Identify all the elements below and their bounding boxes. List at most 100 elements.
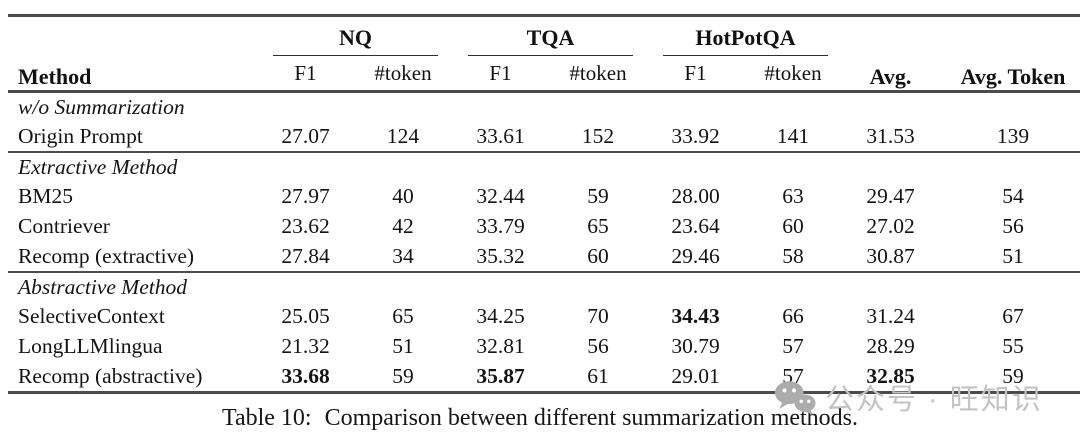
value-cell: 63 xyxy=(782,183,804,208)
value-cell: 58 xyxy=(782,243,804,268)
value-cell: 23.64 xyxy=(671,213,720,238)
method-cell: Recomp (extractive) xyxy=(18,243,195,268)
value-cell: 31.24 xyxy=(866,303,915,328)
value-cell: 23.62 xyxy=(281,213,330,238)
value-cell: 34.25 xyxy=(476,303,525,328)
table-row: BM25 27.97 40 32.44 59 28.00 63 29.47 54 xyxy=(8,181,1080,211)
table-row: Recomp (extractive) 27.84 34 35.32 60 29.46 58… xyxy=(8,241,1080,272)
value-cell: 67 xyxy=(1002,303,1024,328)
value-cell: 34 xyxy=(392,243,414,268)
table-row: LongLLMlingua 21.32 51 32.81 56 30.79 57 28.29 5… xyxy=(8,331,1080,361)
value-cell: 34.43 xyxy=(671,303,720,328)
value-cell: 66 xyxy=(782,303,804,328)
sub-header-hotpotqa-token: #token xyxy=(743,56,844,93)
value-cell: 152 xyxy=(581,123,615,148)
value-cell: 27.07 xyxy=(281,123,330,148)
value-cell: 21.32 xyxy=(281,333,330,358)
value-cell: 35.32 xyxy=(476,243,525,268)
group-header-row: Method NQ TQA HotPotQA Avg. Avg. Token xyxy=(8,15,1080,93)
value-cell: 28.00 xyxy=(671,183,720,208)
value-cell: 60 xyxy=(587,243,609,268)
value-cell: 27.02 xyxy=(866,213,915,238)
section-header-row: Extractive Method xyxy=(8,152,1080,181)
value-cell: 25.05 xyxy=(281,303,330,328)
group-header-nq: NQ xyxy=(258,16,453,56)
value-cell: 59 xyxy=(587,183,609,208)
group-label-hotpotqa: HotPotQA xyxy=(695,25,796,50)
value-cell: 33.92 xyxy=(671,123,720,148)
value-cell: 29.46 xyxy=(671,243,720,268)
value-cell: 29.01 xyxy=(671,363,720,388)
value-cell: 33.68 xyxy=(281,363,330,388)
value-cell: 60 xyxy=(782,213,804,238)
value-cell: 35.87 xyxy=(476,363,525,388)
caption-text: Comparison between different summarizati… xyxy=(324,405,859,431)
paper-page: Method NQ TQA HotPotQA Avg. Avg. Token F… xyxy=(0,14,1080,447)
cmidrule-hotpotqa: HotPotQA xyxy=(663,25,829,56)
value-cell: 51 xyxy=(392,333,414,358)
method-cell: BM25 xyxy=(18,183,73,208)
method-cell: Recomp (abstractive) xyxy=(18,363,203,388)
method-cell: SelectiveContext xyxy=(18,303,165,328)
value-cell: 42 xyxy=(392,213,414,238)
table-section: Extractive Method BM25 27.97 40 32.44 59 28.00… xyxy=(8,152,1080,272)
section-header: Extractive Method xyxy=(18,154,178,179)
table-caption: Table 10: Comparison between different su… xyxy=(0,405,1080,432)
value-cell: 56 xyxy=(587,333,609,358)
sub-header-row: F1 #token F1 #token F1 #token xyxy=(8,56,1080,93)
method-cell: LongLLMlingua xyxy=(18,333,163,358)
value-cell: 139 xyxy=(996,123,1030,148)
value-cell: 29.47 xyxy=(866,183,915,208)
sub-header-hotpotqa-f1: F1 xyxy=(648,56,743,93)
value-cell: 30.87 xyxy=(866,243,915,268)
sub-header-nq-f1: F1 xyxy=(258,56,353,93)
sub-header-tqa-f1: F1 xyxy=(453,56,548,93)
value-cell: 40 xyxy=(392,183,414,208)
value-cell: 65 xyxy=(587,213,609,238)
section-header: Abstractive Method xyxy=(18,274,187,299)
table-row: SelectiveContext 25.05 65 34.25 70 34.43 66 31.… xyxy=(8,301,1080,331)
value-cell: 27.97 xyxy=(281,183,330,208)
value-cell: 141 xyxy=(776,123,810,148)
method-cell: Contriever xyxy=(18,213,110,238)
value-cell: 59 xyxy=(392,363,414,388)
wechat-icon xyxy=(774,380,816,415)
section-header-row: w/o Summarization xyxy=(8,92,1080,122)
group-header-hotpotqa: HotPotQA xyxy=(648,16,843,56)
value-cell: 28.29 xyxy=(866,333,915,358)
value-cell: 56 xyxy=(1002,213,1024,238)
watermark: 公众号 · 旺知识 xyxy=(774,376,1043,418)
value-cell: 51 xyxy=(1002,243,1024,268)
value-cell: 57 xyxy=(782,333,804,358)
table-row: Origin Prompt 27.07 124 33.61 152 33.92 141 31.… xyxy=(8,121,1080,152)
sub-header-nq-token: #token xyxy=(353,56,453,93)
value-cell: 33.61 xyxy=(476,123,525,148)
value-cell: 32.44 xyxy=(476,183,525,208)
value-cell: 65 xyxy=(392,303,414,328)
table-section: w/o Summarization Origin Prompt 27.07 124 33… xyxy=(8,92,1080,153)
caption-label: Table 10: xyxy=(221,405,312,431)
table-row: Contriever 23.62 42 33.79 65 23.64 60 27.02 56 xyxy=(8,211,1080,241)
sub-header-tqa-token: #token xyxy=(548,56,648,93)
value-cell: 59 xyxy=(1002,363,1024,388)
value-cell: 124 xyxy=(386,123,420,148)
value-cell: 31.53 xyxy=(866,123,915,148)
value-cell: 70 xyxy=(587,303,609,328)
col-header-avg-token: Avg. Token xyxy=(938,15,1080,93)
col-header-method: Method xyxy=(8,15,258,93)
value-cell: 33.79 xyxy=(476,213,525,238)
watermark-text: 公众号 · 旺知识 xyxy=(825,384,1043,416)
col-header-avg: Avg. xyxy=(843,15,939,93)
value-cell: 30.79 xyxy=(671,333,720,358)
value-cell: 27.84 xyxy=(281,243,330,268)
method-cell: Origin Prompt xyxy=(18,123,143,148)
cmidrule-tqa: TQA xyxy=(468,25,633,56)
results-table: Method NQ TQA HotPotQA Avg. Avg. Token F… xyxy=(8,14,1080,394)
value-cell: 61 xyxy=(587,363,609,388)
group-label-nq: NQ xyxy=(339,25,372,50)
cmidrule-nq: NQ xyxy=(273,25,438,56)
value-cell: 54 xyxy=(1002,183,1024,208)
value-cell: 55 xyxy=(1002,333,1024,358)
value-cell: 32.81 xyxy=(476,333,525,358)
group-label-tqa: TQA xyxy=(526,25,575,50)
